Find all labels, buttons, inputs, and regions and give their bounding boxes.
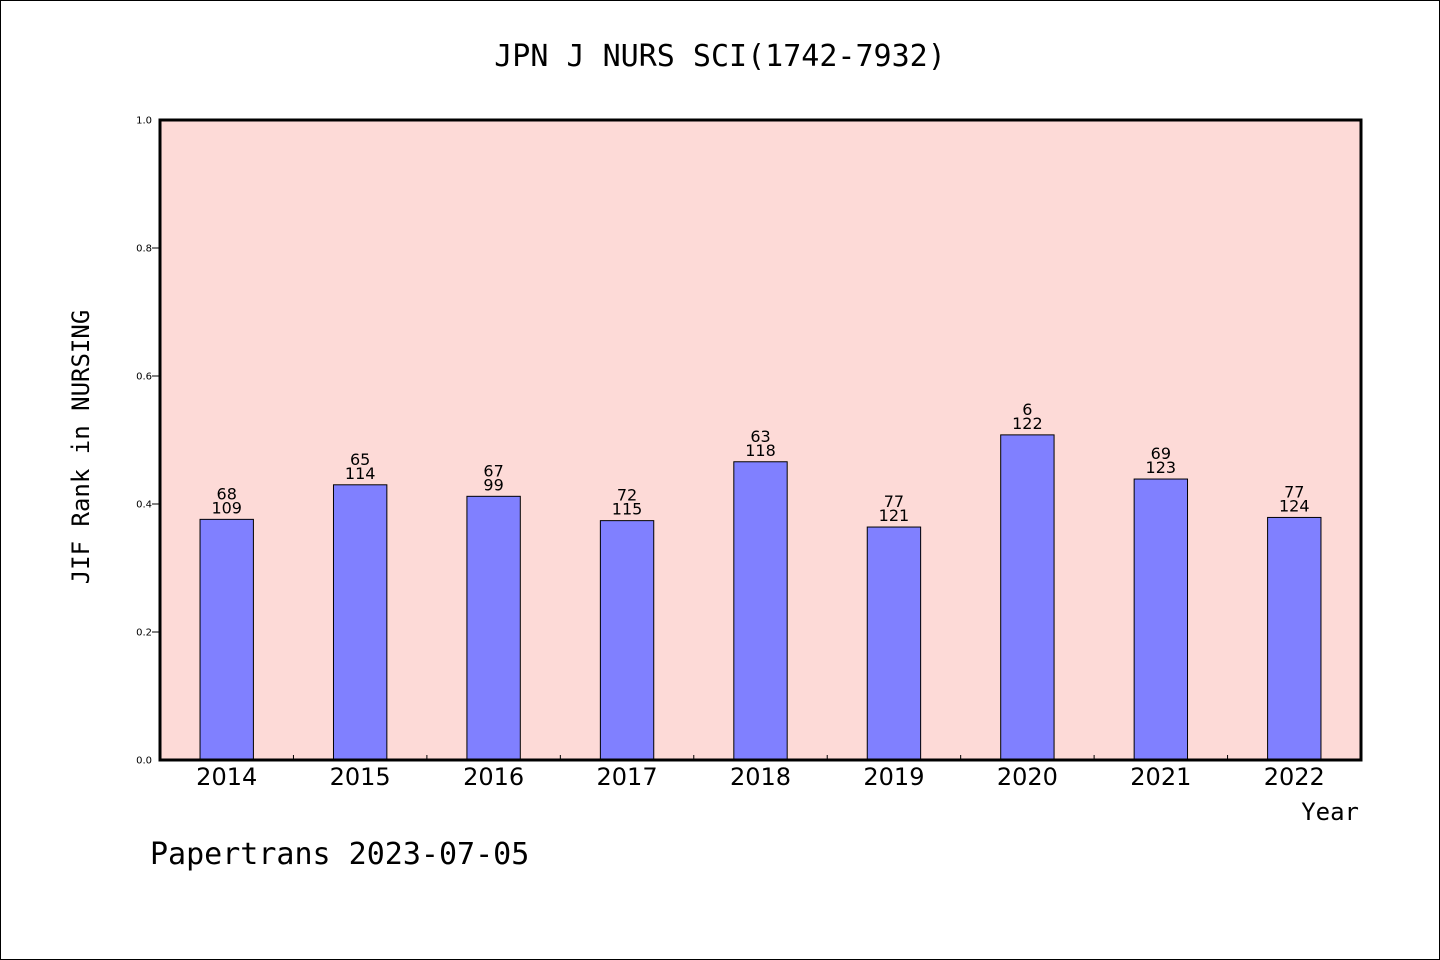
x-tick-label-2021: 2021	[1130, 763, 1191, 791]
y-tick-label: 1.0	[136, 116, 152, 127]
bar-2021	[1133, 478, 1189, 761]
y-axis-label: JIF Rank in NURSING	[67, 310, 95, 585]
bar-label-rank-2015: 65	[350, 450, 370, 469]
bar-2015	[332, 484, 388, 761]
bar-label-rank-2018: 63	[750, 427, 770, 446]
bar-label-total-2022: 124	[1279, 496, 1310, 515]
bar-2014	[199, 518, 254, 761]
bar-2020	[1000, 434, 1055, 761]
bar-2022	[1267, 516, 1322, 761]
x-tick-label-2020: 2020	[997, 763, 1058, 791]
x-axis: 2014 2015 2016 2017 2018 2019 2020 2021 2022	[196, 755, 1325, 791]
y-tick-label: 0.6	[136, 372, 152, 383]
x-tick-label-2016: 2016	[463, 763, 524, 791]
bar-label-total-2016: 99	[483, 475, 503, 494]
y-axis: 0.0 0.2 0.4 0.6 0.8 1.0	[136, 116, 160, 767]
y-tick-label: 0.2	[136, 628, 152, 639]
bar-label-total-2017: 115	[612, 500, 643, 519]
x-tick-label-2014: 2014	[196, 763, 257, 791]
bar-label-rank-2017: 72	[617, 486, 637, 505]
bars-group	[199, 434, 1322, 761]
bar-2018	[733, 461, 788, 761]
x-tick-label-2022: 2022	[1264, 763, 1325, 791]
x-axis-label: Year	[1301, 798, 1359, 826]
x-tick-label-2015: 2015	[330, 763, 391, 791]
x-tick-label-2019: 2019	[863, 763, 924, 791]
y-tick-label: 0.4	[136, 500, 152, 511]
bar-2019	[866, 526, 922, 761]
bar-label-total-2018: 118	[745, 441, 776, 460]
bar-label-rank-2021: 69	[1151, 444, 1171, 463]
y-tick-label: 0.8	[136, 244, 152, 255]
bar-label-total-2014: 109	[211, 498, 242, 517]
plot-border	[158, 118, 1363, 762]
x-tick-label-2017: 2017	[597, 763, 658, 791]
y-tick-label: 0.0	[136, 756, 152, 767]
bar-label-rank-2022: 77	[1284, 482, 1304, 501]
bar-2017	[599, 520, 655, 761]
bar-2016	[466, 495, 521, 761]
bar-label-total-2020: 122	[1012, 414, 1043, 433]
bar-label-rank-2020: 6	[1022, 400, 1032, 419]
x-tick-label-2018: 2018	[730, 763, 791, 791]
chart-title: JPN J NURS SCI(1742-7932)	[494, 39, 946, 74]
bar-label-total-2019: 121	[879, 506, 910, 525]
bar-label-rank-2014: 68	[217, 484, 237, 503]
footer-watermark: Papertrans 2023-07-05	[150, 837, 529, 872]
bar-label-total-2021: 123	[1146, 458, 1177, 477]
bar-label-rank-2016: 67	[483, 461, 503, 480]
bar-label-total-2015: 114	[345, 464, 376, 483]
bar-label-rank-2019: 77	[884, 492, 904, 511]
